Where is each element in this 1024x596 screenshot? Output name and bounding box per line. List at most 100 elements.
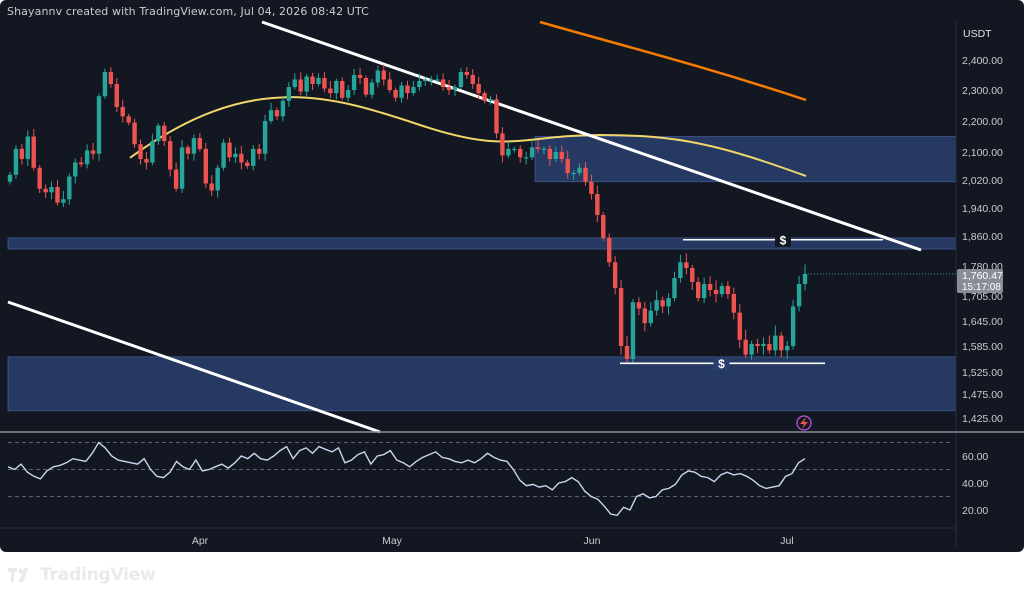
- candle-body: [221, 142, 226, 168]
- candle-body: [298, 79, 303, 92]
- candle-body: [292, 79, 297, 87]
- candle-body: [120, 107, 125, 117]
- candle-body: [553, 152, 559, 159]
- candle-body: [684, 262, 689, 268]
- candle-body: [274, 110, 280, 117]
- candle-body: [612, 262, 618, 288]
- candle-body: [535, 147, 541, 149]
- candle-body: [790, 306, 796, 346]
- candle-body: [411, 87, 416, 94]
- candle-body: [405, 85, 410, 94]
- moving-average-short-line: [129, 96, 807, 177]
- liquidity-label: $: [780, 233, 787, 247]
- candle-body: [446, 87, 452, 90]
- candle-body: [126, 116, 131, 123]
- time-tick-label: Apr: [192, 535, 209, 547]
- candle-body: [678, 262, 683, 278]
- rsi-tick-label: 20.00: [962, 505, 988, 517]
- countdown-label: 15:17:08: [962, 282, 1001, 293]
- moving-average-long-line: [539, 20, 807, 102]
- candle-body: [304, 76, 309, 92]
- candle-body: [618, 288, 624, 346]
- rsi-tick-label: 60.00: [962, 451, 988, 463]
- candle-body: [749, 343, 754, 355]
- candle-body: [518, 148, 523, 158]
- last-price-label: 1,760.47: [962, 270, 1003, 282]
- price-tick-label: 1,425.00: [962, 413, 1003, 425]
- candle-body: [696, 282, 701, 299]
- candle-body: [583, 167, 588, 182]
- candle-body: [434, 79, 440, 81]
- candle-body: [796, 284, 802, 307]
- price-tick-label: 2,100.00: [962, 147, 1003, 159]
- candle-body: [381, 70, 386, 80]
- liquidity-label: $: [718, 357, 725, 371]
- candle-body: [802, 274, 808, 284]
- candle-body: [429, 79, 434, 81]
- price-tick-label: 1,585.00: [962, 341, 1003, 353]
- time-tick-label: May: [382, 535, 403, 547]
- candle-body: [559, 152, 564, 159]
- price-tick-label: 2,020.00: [962, 175, 1003, 187]
- candle-body: [660, 300, 665, 307]
- candle-body: [262, 121, 268, 154]
- candle-body: [672, 278, 677, 299]
- candle-body: [322, 78, 327, 89]
- price-tick-label: 2,200.00: [962, 116, 1003, 128]
- candle-body: [648, 310, 653, 324]
- candle-body: [37, 167, 42, 189]
- candle-body: [251, 148, 256, 166]
- candle-body: [488, 99, 493, 101]
- candle-body: [280, 100, 286, 117]
- candle-body: [500, 133, 505, 156]
- candle-body: [268, 110, 274, 121]
- rsi-tick-label: 40.00: [962, 478, 988, 490]
- candle-body: [73, 162, 78, 177]
- candle-body: [167, 141, 173, 170]
- candle-body: [458, 72, 464, 87]
- candle-body: [286, 87, 292, 101]
- candle-body: [577, 167, 582, 173]
- candle-body: [719, 286, 725, 294]
- descending-trendline-lower: [7, 300, 381, 434]
- candle-body: [713, 290, 719, 294]
- candle-body: [375, 70, 381, 83]
- candle-body: [150, 141, 155, 163]
- candle-body: [7, 174, 13, 182]
- candle-body: [357, 75, 363, 78]
- candle-body: [162, 125, 167, 142]
- price-tick-label: 1,645.00: [962, 316, 1003, 328]
- candle-body: [363, 78, 369, 95]
- candle-body: [90, 150, 96, 154]
- rsi-line: [7, 441, 806, 517]
- tradingview-brand[interactable]: TradingView: [8, 563, 156, 587]
- candle-body: [767, 343, 772, 351]
- candle-body: [179, 147, 185, 189]
- candle-body: [43, 188, 48, 193]
- candle-body: [340, 81, 345, 98]
- candle-body: [387, 79, 392, 90]
- candle-body: [191, 138, 197, 154]
- candle-body: [523, 157, 529, 159]
- candle-body: [19, 148, 25, 159]
- candle-body: [476, 84, 481, 94]
- candle-body: [345, 90, 351, 98]
- currency-label: USDT: [963, 28, 992, 40]
- candle-body: [209, 183, 214, 191]
- price-tick-label: 1,860.00: [962, 231, 1003, 243]
- candle-body: [256, 148, 262, 154]
- candle-body: [541, 148, 547, 151]
- candle-body: [102, 72, 108, 97]
- alert-lightning-icon[interactable]: [796, 415, 812, 431]
- candle-body: [571, 173, 576, 175]
- candle-body: [185, 147, 191, 154]
- candle-body: [725, 286, 731, 294]
- candle-body: [132, 122, 137, 145]
- candle-body: [630, 302, 636, 359]
- price-tick-label: 2,400.00: [962, 55, 1003, 67]
- liquidity-label-bg: [775, 232, 791, 247]
- candle-body: [731, 294, 737, 313]
- candle-body: [399, 85, 404, 98]
- price-tick-label: 1,940.00: [962, 203, 1003, 215]
